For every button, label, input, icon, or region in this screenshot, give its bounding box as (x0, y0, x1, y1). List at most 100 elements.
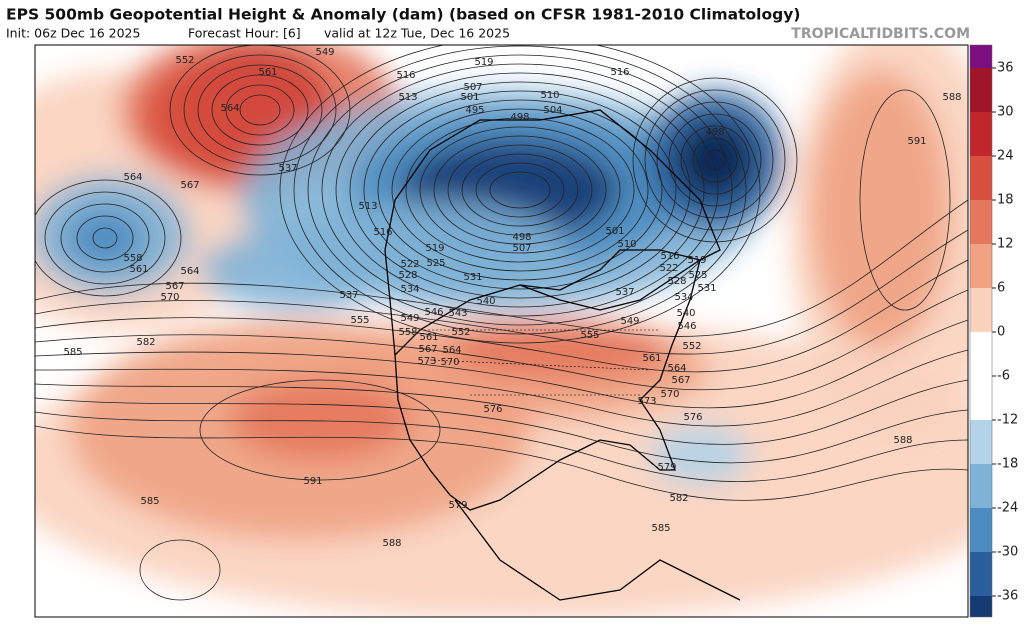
contour-label: 543 (448, 308, 467, 319)
colorbar-segment (970, 200, 992, 244)
contour-label: 528 (667, 276, 686, 287)
anomaly-blob (650, 425, 750, 485)
contour-label: 507 (463, 82, 482, 93)
colorbar-segment (970, 112, 992, 156)
contour-line (433, 135, 607, 245)
contour-label: 516 (660, 251, 679, 262)
contour-label: 576 (683, 412, 702, 423)
contour-label: 549 (315, 47, 334, 58)
contour-line (35, 411, 968, 482)
contour-line (92, 227, 118, 249)
contour-line (35, 199, 968, 337)
contour-line (35, 289, 968, 391)
contour-line (169, 45, 351, 176)
contour-line (632, 77, 798, 243)
contour-label: 510 (540, 90, 559, 101)
contour-label: 570 (660, 389, 679, 400)
contour-line (461, 153, 579, 227)
forecast-hour: Forecast Hour: [6] (188, 26, 301, 41)
contour-label: 549 (400, 313, 419, 324)
colorbar-segment (970, 332, 992, 376)
contour-label: 495 (465, 105, 484, 116)
contour-label: 540 (476, 296, 495, 307)
contour-line (859, 89, 951, 311)
contour-label: 561 (129, 264, 148, 275)
contour-label: 516 (610, 67, 629, 78)
contour-label: 570 (440, 357, 459, 368)
contour-label: 573 (417, 356, 436, 367)
contour-label: 585 (63, 347, 82, 358)
contour-line (199, 379, 441, 481)
contour-label: 564 (220, 103, 239, 114)
map-frame (34, 44, 969, 618)
contour-line (704, 149, 726, 171)
contour-label: 588 (382, 538, 401, 549)
contour-label: 552 (175, 55, 194, 66)
contour-label: 522 (400, 259, 419, 270)
contour-line (489, 171, 551, 209)
contour-label: 510 (617, 239, 636, 250)
contour-label: 513 (398, 92, 417, 103)
contour-line (35, 425, 968, 501)
title: EPS 500mb Geopotential Height & Anomaly … (6, 6, 800, 24)
colorbar-frame (969, 44, 993, 618)
contour-label: 564 (123, 172, 142, 183)
contour-label: 498 (510, 112, 529, 123)
contour-line (35, 379, 968, 445)
valid-time: valid at 12z Tue, Dec 16 2025 (324, 26, 510, 41)
contour-label: 546 (677, 321, 696, 332)
contour-label: 552 (451, 327, 470, 338)
contour-label: 576 (483, 404, 502, 415)
contour-label: 582 (669, 493, 688, 504)
contour-line (35, 349, 968, 427)
contour-label: 537 (615, 287, 634, 298)
colorbar-tick-label: -6 (997, 369, 1010, 384)
contour-line (293, 45, 747, 335)
contour-label: 513 (358, 201, 377, 212)
contour-label: 519 (425, 243, 444, 254)
contour-label: 525 (426, 258, 445, 269)
contour-line (35, 259, 968, 373)
colorbar-tick-label: 24 (997, 149, 1014, 164)
anomaly-blob (675, 120, 755, 200)
contour-label: 564 (667, 363, 686, 374)
contour-label: 525 (688, 270, 707, 281)
contour-label: 561 (419, 332, 438, 343)
contour-label: 534 (674, 292, 693, 303)
contour-label: 588 (893, 435, 912, 446)
anomaly-blob (200, 230, 400, 310)
contour-label: 558 (123, 253, 142, 264)
contour-line (35, 229, 968, 355)
contour-line (35, 319, 968, 409)
contour-label: 507 (512, 243, 531, 254)
contour-label: 579 (448, 500, 467, 511)
colorbar-tick-label: 12 (997, 237, 1014, 252)
contour-label: 501 (460, 92, 479, 103)
contour-label: 552 (682, 341, 701, 352)
colorbar-segment (970, 156, 992, 200)
contour-label: 516 (373, 227, 392, 238)
contour-line (644, 89, 786, 231)
contour-line (225, 84, 295, 136)
colorbar-tick-label: -12 (997, 413, 1018, 428)
colorbar-segment (970, 244, 992, 288)
colorbar-tick-label: -30 (997, 545, 1018, 560)
contour-line (668, 113, 762, 207)
contour-line (321, 63, 719, 317)
borders (420, 329, 660, 396)
contour-label: 591 (303, 476, 322, 487)
contour-label: 516 (396, 70, 415, 81)
colorbar-tick-label: 6 (997, 281, 1005, 296)
contour-line (692, 137, 738, 183)
contour-line (475, 162, 565, 218)
colorbar: 36 30 24 18 12 6 0 -6 -12 -18 -24 -30 -36 (969, 44, 1018, 618)
contour-line (60, 203, 150, 273)
watermark: TROPICALTIDBITS.COM (791, 26, 970, 42)
contour-line (211, 74, 309, 146)
colorbar-tick-label: 18 (997, 193, 1014, 208)
colorbar-segment (970, 376, 992, 420)
